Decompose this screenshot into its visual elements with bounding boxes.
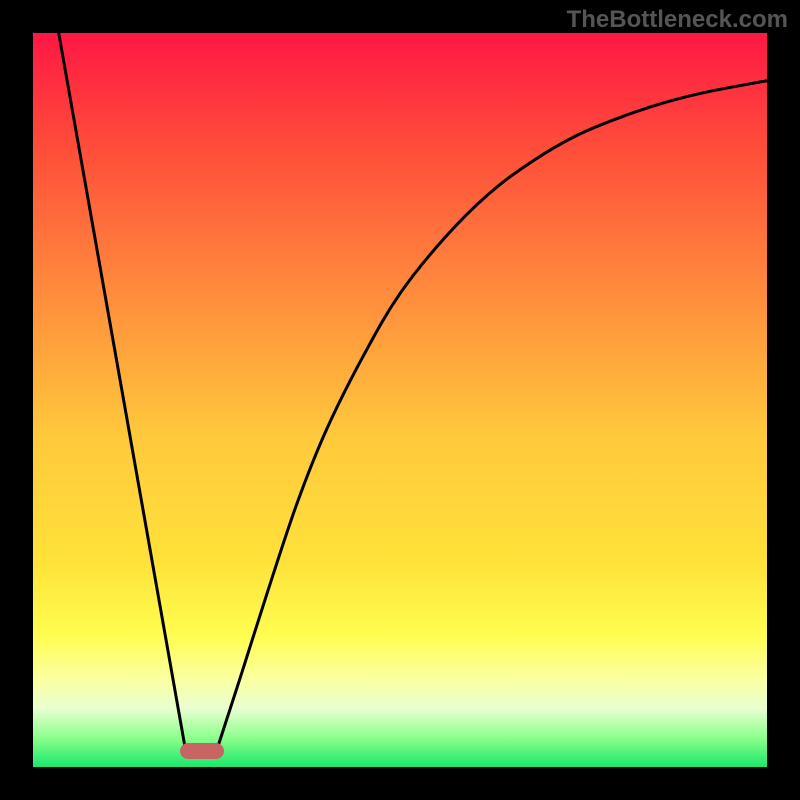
curve-left-branch [59,33,186,751]
optimal-marker [180,743,224,759]
curve-right-branch [217,81,768,751]
plot-area [33,33,767,767]
watermark-text: TheBottleneck.com [567,6,788,34]
curves-layer [33,33,767,767]
